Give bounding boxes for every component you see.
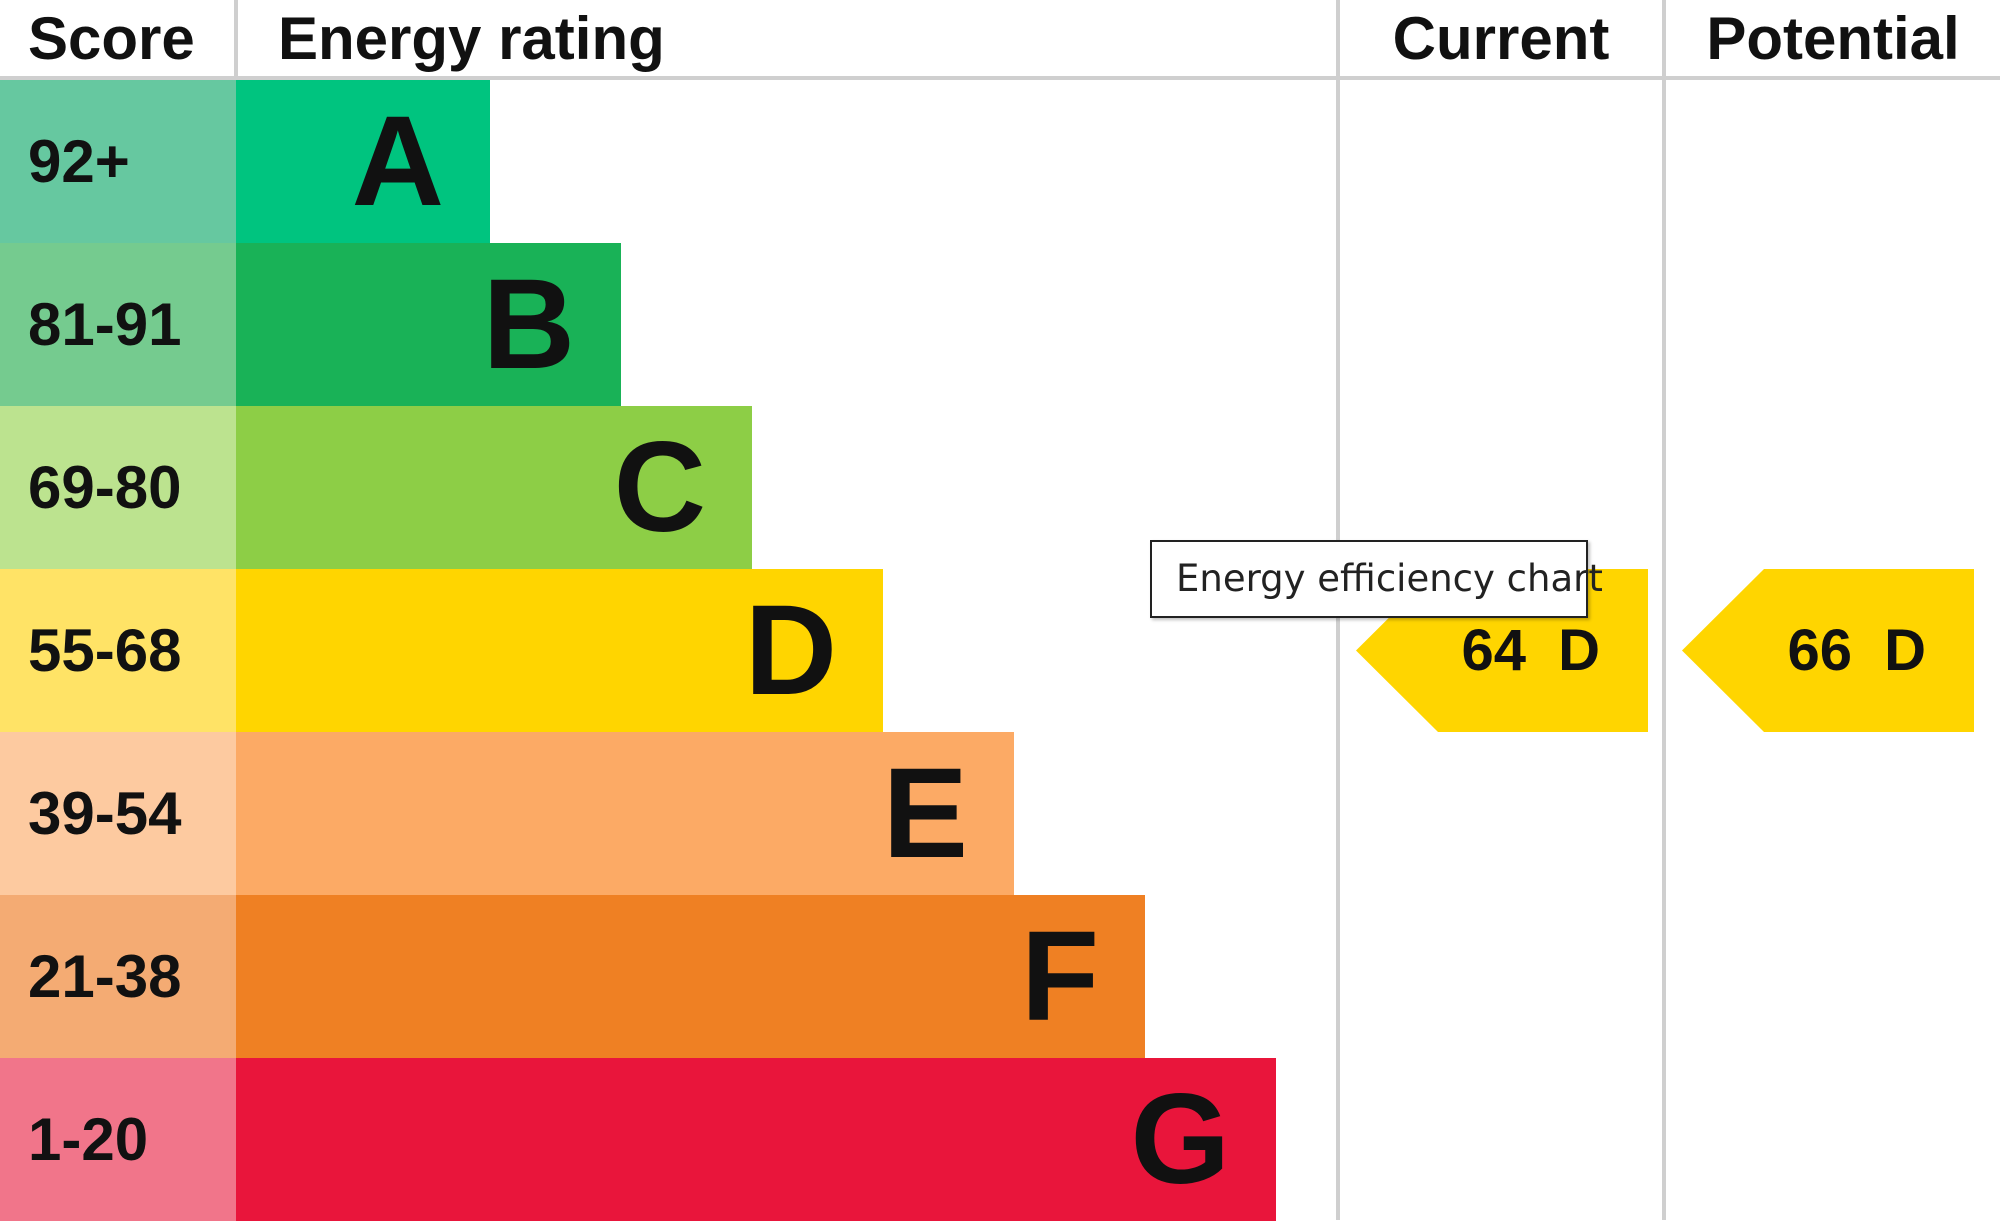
rating-bar-f: F [236, 895, 1145, 1058]
arrow-polygon [1682, 569, 1974, 732]
score-cell-b: 81-91 [0, 243, 236, 406]
score-cell-a: 92+ [0, 80, 236, 243]
energy-rating-header: Energy rating [278, 5, 665, 72]
potential-rating-arrow: 66 D [1682, 569, 1974, 732]
current-rating-label: 64 D [1461, 618, 1600, 683]
score-cell-d: 55-68 [0, 569, 236, 732]
rating-bar-a: A [236, 80, 490, 243]
rating-letter-d: D [744, 579, 837, 722]
rating-letter-a: A [351, 90, 444, 233]
current-header: Current [1392, 5, 1610, 72]
score-header: Score [28, 5, 195, 72]
rating-bar-c: C [236, 406, 752, 569]
rating-letter-c: C [613, 416, 706, 559]
potential-header: Potential [1706, 5, 1960, 72]
rating-letter-g: G [1130, 1068, 1230, 1211]
rating-letter-f: F [1020, 905, 1099, 1048]
potential-rating-label: 66 D [1787, 618, 1926, 683]
score-cell-c: 69-80 [0, 406, 236, 569]
score-cell-e: 39-54 [0, 732, 236, 895]
score-cell-g: 1-20 [0, 1058, 236, 1221]
chart-tooltip: Energy efficiency chart [1150, 540, 1603, 618]
potential-arrow-shape [1682, 569, 1974, 732]
rating-letter-e: E [882, 742, 968, 885]
potential-column-divider [1662, 0, 1666, 1220]
rating-bar-g: G [236, 1058, 1276, 1221]
header-divider [234, 0, 238, 78]
rating-bar-e: E [236, 732, 1014, 895]
score-cell-f: 21-38 [0, 895, 236, 1058]
rating-bar-d: D [236, 569, 883, 732]
rating-bar-b: B [236, 243, 621, 406]
rating-letter-b: B [482, 253, 575, 396]
header-rule [0, 76, 2000, 80]
